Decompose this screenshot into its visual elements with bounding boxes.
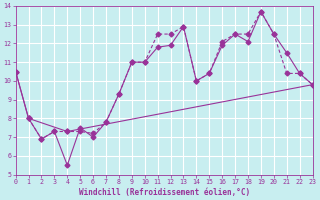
X-axis label: Windchill (Refroidissement éolien,°C): Windchill (Refroidissement éolien,°C) xyxy=(78,188,250,197)
